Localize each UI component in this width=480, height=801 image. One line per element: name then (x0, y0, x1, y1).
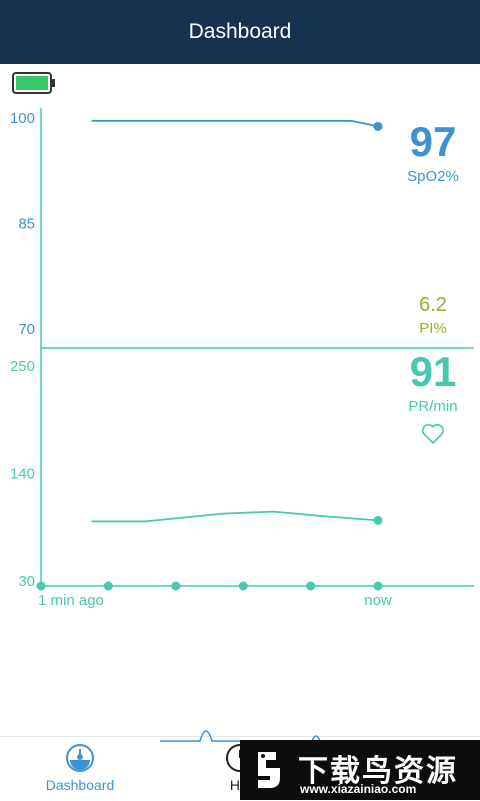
page-title: Dashboard (188, 20, 292, 43)
pr-y-tick-label: 30 (18, 573, 35, 590)
pr-y-tick-label: 140 (10, 466, 35, 483)
x-axis-marker (103, 581, 113, 591)
spo2-y-tick-label: 85 (18, 216, 35, 233)
x-axis-marker (306, 581, 316, 591)
pr-value: 91 (409, 348, 457, 395)
heart-icon (422, 424, 444, 444)
spo2-latest-point (373, 121, 383, 131)
pr-y-tick-label: 250 (10, 358, 35, 375)
pi-readout: 6.2 PI% (398, 294, 468, 337)
tab-dashboard-label: Dashboard (45, 777, 115, 793)
watermark-banner: 下载鸟资源 www.xiazainiao.com (240, 740, 480, 800)
spo2-series-line (91, 119, 379, 128)
pr-latest-point (373, 515, 383, 525)
gauge-icon (66, 744, 94, 772)
pr-label: PR/min (408, 398, 458, 415)
pr-readout: 91 PR/min (398, 348, 468, 450)
x-tick-label-start: 1 min ago (38, 592, 104, 609)
spo2-value: 97 (409, 118, 457, 165)
battery-icon (12, 72, 55, 94)
spo2-y-tick-label: 100 (10, 110, 35, 127)
x-axis-marker (373, 581, 383, 591)
tab-dashboard[interactable]: Dashboard (20, 737, 140, 801)
pr-series-line (91, 510, 379, 523)
watermark-title: 下载鸟资源 (298, 755, 458, 788)
app-header: Dashboard (0, 0, 480, 64)
x-axis-marker (238, 581, 248, 591)
spo2-label: SpO2% (407, 168, 459, 185)
pi-label: PI% (419, 320, 447, 337)
spo2-y-tick-label: 70 (18, 321, 35, 338)
vitals-chart: 100 85 70 250 140 301 min ago now (10, 108, 474, 609)
bird-logo-icon (258, 752, 280, 788)
x-tick-label-now: now (364, 592, 392, 609)
x-axis-marker (36, 581, 46, 591)
x-axis-marker (171, 581, 181, 591)
spo2-readout: 97 SpO2% (398, 118, 468, 185)
watermark-url: www.xiazainiao.com (300, 782, 417, 796)
pi-value: 6.2 (419, 294, 447, 316)
